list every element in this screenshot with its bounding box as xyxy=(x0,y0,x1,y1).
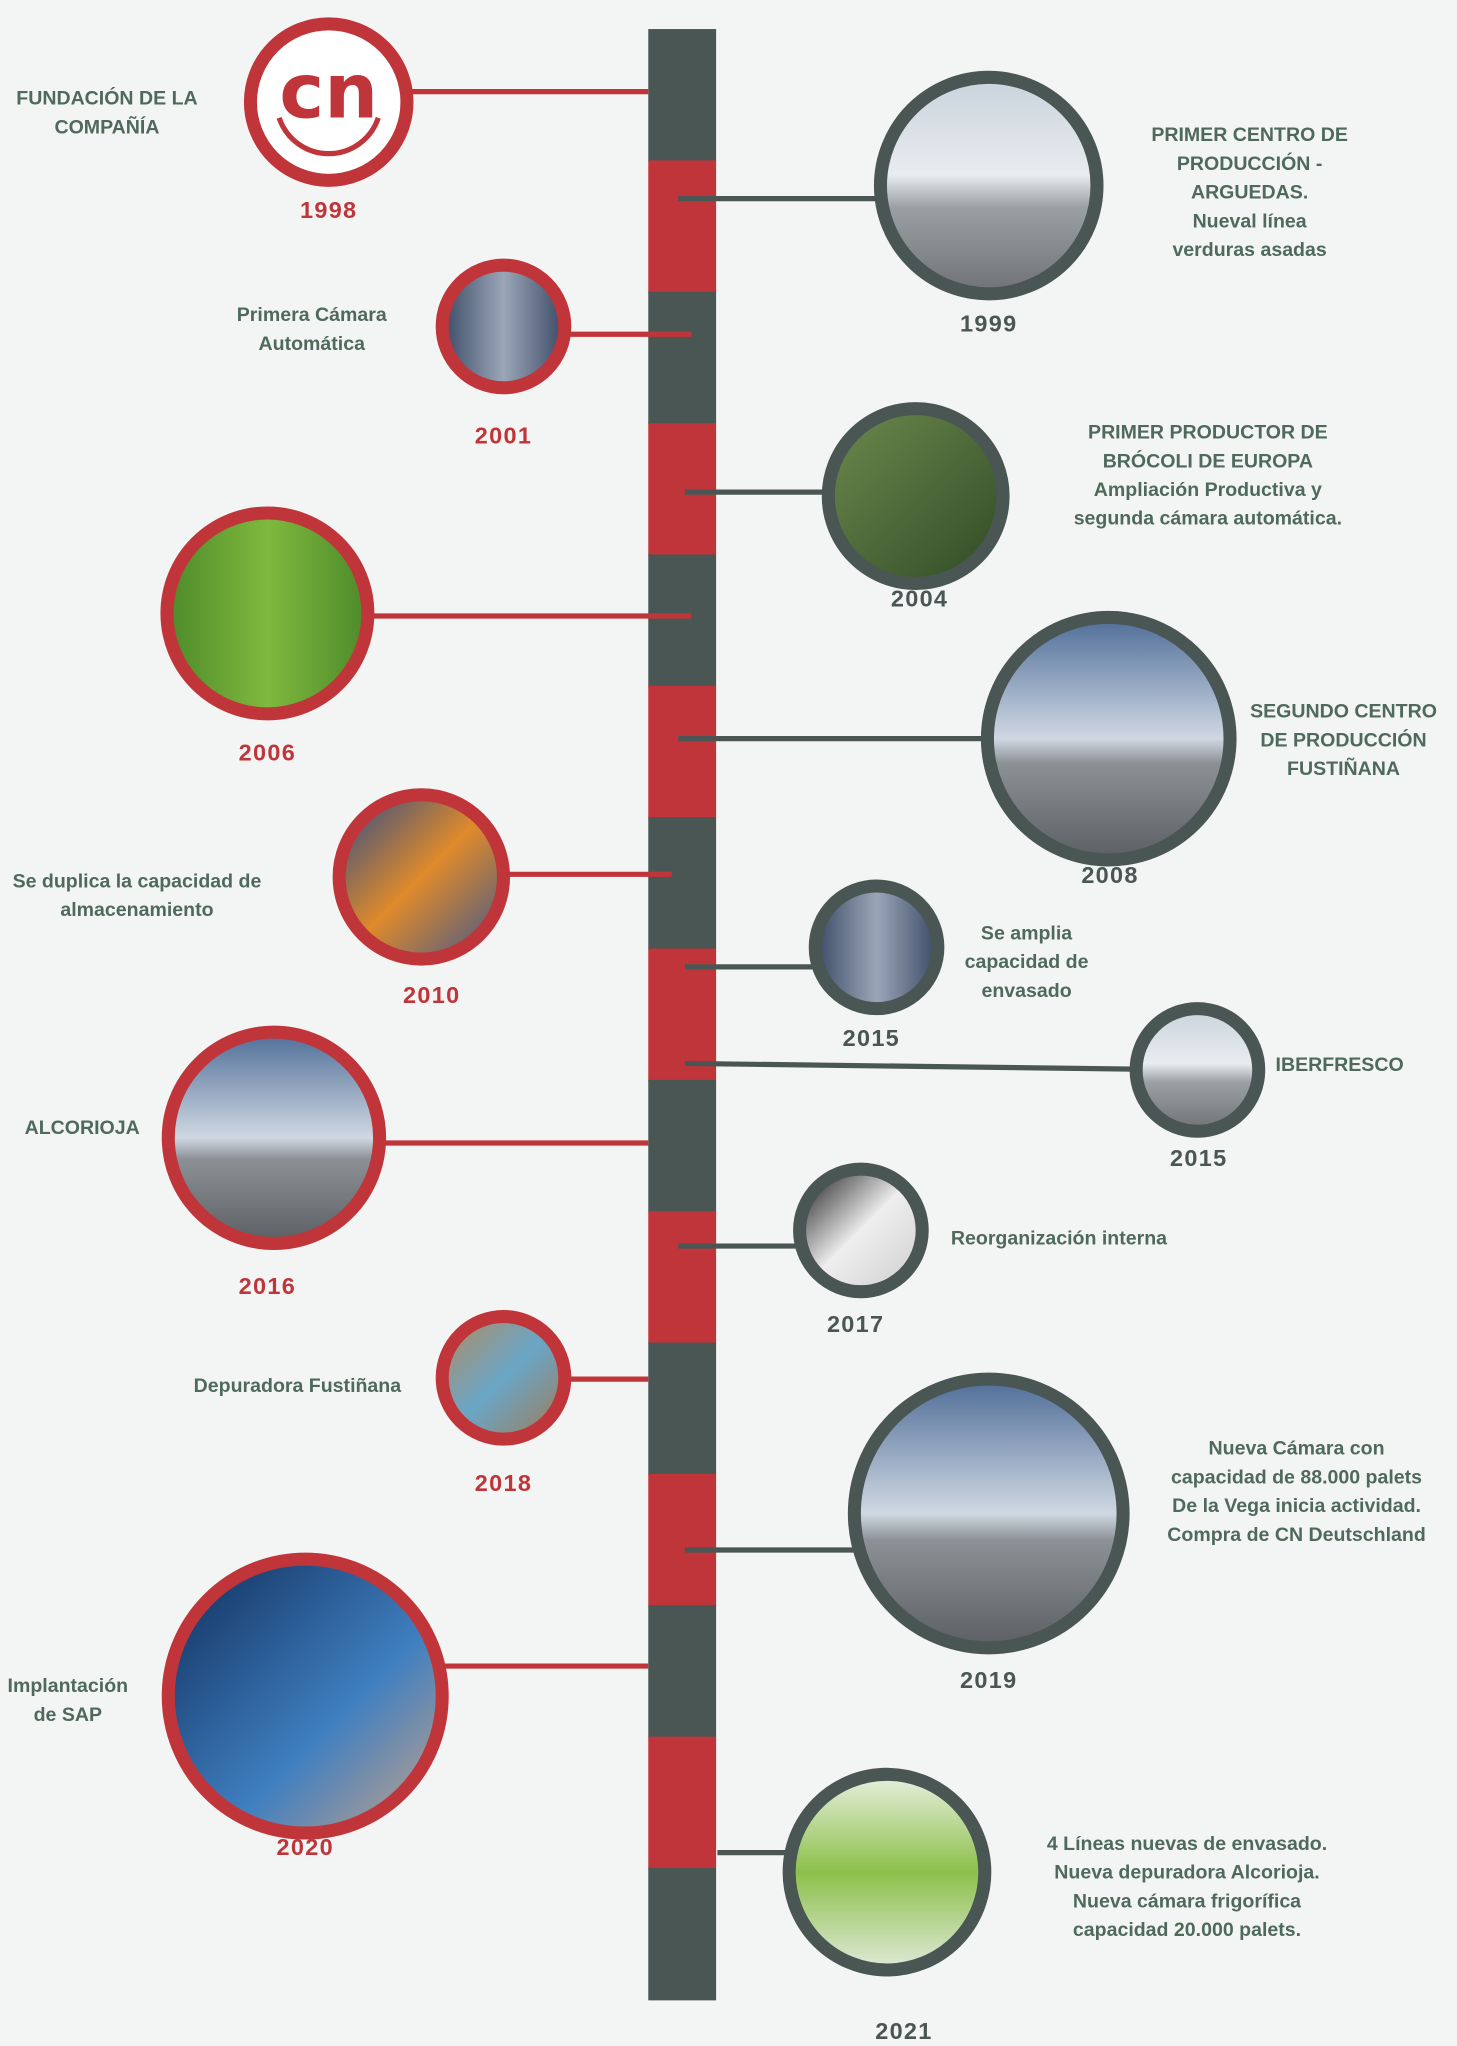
event-photo xyxy=(442,265,565,388)
event-text: Implantación xyxy=(8,1675,129,1697)
event-text: ARGUEDAS. xyxy=(1191,182,1308,204)
event-year: 1998 xyxy=(300,197,357,223)
event-text: envasado xyxy=(981,980,1071,1002)
event-text: ALCORIOJA xyxy=(25,1117,140,1139)
event-year: 1999 xyxy=(960,310,1017,336)
event-text: Se amplia xyxy=(981,922,1072,944)
event-text: 4 Líneas nuevas de envasado. xyxy=(1047,1833,1327,1855)
event-text: PRIMER PRODUCTOR DE xyxy=(1088,422,1328,444)
event-text: Ampliación Productiva y xyxy=(1094,479,1322,501)
event-text: verduras asadas xyxy=(1172,239,1326,261)
event-text: PRIMER CENTRO DE xyxy=(1151,124,1348,146)
event: 2016 ALCORIOJA xyxy=(25,1032,380,1299)
event: 2019 Nueva Cámara con capacidad de 88.000 … xyxy=(854,1379,1425,1693)
event-photo xyxy=(828,409,1003,584)
event-photo xyxy=(339,795,503,959)
event-text: Nueva depuradora Alcorioja. xyxy=(1054,1862,1319,1884)
event-year: 2020 xyxy=(277,1834,334,1860)
event-text: Compra de CN Deutschland xyxy=(1167,1524,1426,1546)
event: 2017 Reorganización interna xyxy=(800,1169,1168,1337)
event-text: FUNDACIÓN DE LA xyxy=(16,86,197,110)
events: cn 1998 FUNDACIÓN DE LA COMPAÑÍA 1999 PRIMER … xyxy=(8,24,1437,2044)
event: cn 1998 FUNDACIÓN DE LA COMPAÑÍA xyxy=(16,24,407,223)
event-photo xyxy=(854,1379,1123,1648)
bar-segment xyxy=(648,1605,716,1737)
event-year: 2021 xyxy=(875,2018,932,2044)
event-photo xyxy=(789,1774,985,1970)
event-text: COMPAÑÍA xyxy=(54,115,159,138)
event-text: capacidad de xyxy=(965,951,1089,973)
bar-segment xyxy=(648,1737,716,1869)
event-year: 2018 xyxy=(475,1470,532,1496)
event-photo xyxy=(168,1559,442,1833)
event-year: 2017 xyxy=(827,1311,884,1337)
bar-segment xyxy=(648,160,716,292)
event: 2010 Se duplica la capacidad de almacenami… xyxy=(13,795,504,1008)
event-year: 2006 xyxy=(239,739,296,765)
event-text: Automática xyxy=(259,333,366,355)
event-photo xyxy=(167,513,368,714)
event-text: Nueval línea xyxy=(1193,210,1307,232)
event: 2001 Primera Cámara Automática xyxy=(237,265,565,448)
event-photo xyxy=(987,617,1230,860)
event-text: Depuradora Fustiñana xyxy=(194,1375,402,1397)
event-photo xyxy=(442,1316,565,1439)
bar-segment xyxy=(648,817,716,949)
event-text: almacenamiento xyxy=(60,899,213,921)
event: 2015 Se amplia capacidad de envasado xyxy=(815,886,1088,1051)
event-text: De la Vega inicia actividad. xyxy=(1172,1495,1421,1517)
event-text: capacidad de 88.000 palets xyxy=(1171,1466,1422,1488)
event-text: segunda cámara automática. xyxy=(1074,508,1342,530)
event-year: 2015 xyxy=(1170,1145,1227,1171)
bar-segment xyxy=(648,1474,716,1606)
event: 2018 Depuradora Fustiñana xyxy=(194,1316,565,1495)
event-text: capacidad 20.000 palets. xyxy=(1073,1919,1301,1941)
event-text: BRÓCOLI DE EUROPA xyxy=(1103,448,1313,472)
event: 2021 4 Líneas nuevas de envasado. Nueva de… xyxy=(789,1774,1327,2043)
bar-segment xyxy=(648,1868,716,2000)
event-text: Nueva cámara frigorífica xyxy=(1073,1890,1301,1912)
event-text: DE PRODUCCIÓN xyxy=(1260,727,1426,751)
event-year: 2004 xyxy=(891,586,948,612)
event-year: 2016 xyxy=(239,1273,296,1299)
event-year: 2008 xyxy=(1081,862,1138,888)
event: 2004 PRIMER PRODUCTOR DE BRÓCOLI DE EUROPA… xyxy=(828,409,1342,612)
bar-segment xyxy=(648,686,716,818)
event-text: PRODUCCIÓN - xyxy=(1177,151,1323,175)
event-text: FUSTIÑANA xyxy=(1287,757,1400,780)
bar-segment xyxy=(648,423,716,555)
event: 1999 PRIMER CENTRO DE PRODUCCIÓN - ARGUEDAS… xyxy=(880,77,1347,336)
event-text: de SAP xyxy=(34,1704,102,1726)
event: 2015 IBERFRESCO xyxy=(1136,1009,1404,1172)
event-year: 2015 xyxy=(843,1025,900,1051)
event: 2020 Implantación de SAP xyxy=(8,1559,443,1860)
event-text: Reorganización interna xyxy=(951,1228,1167,1250)
event-photo xyxy=(168,1032,379,1243)
event-year: 2019 xyxy=(960,1667,1017,1693)
bar-segment xyxy=(648,1343,716,1475)
bar-segment xyxy=(648,29,716,161)
event: 2006 xyxy=(167,513,368,766)
event-text: Se duplica la capacidad de xyxy=(13,870,262,892)
timeline: cn 1998 FUNDACIÓN DE LA COMPAÑÍA 1999 PRIMER … xyxy=(0,0,1457,2046)
event-year: 2001 xyxy=(475,423,532,449)
bar-segment xyxy=(648,1211,716,1343)
event: 2008 SEGUNDO CENTRO DE PRODUCCIÓN FUSTIÑANA xyxy=(987,617,1436,888)
event-photo xyxy=(815,886,938,1009)
event-photo xyxy=(1136,1009,1259,1132)
event-text: SEGUNDO CENTRO xyxy=(1250,701,1437,723)
connector xyxy=(685,1063,1198,1070)
bar-segment xyxy=(648,292,716,424)
event-text: Nueva Cámara con xyxy=(1209,1438,1385,1460)
logo: cn xyxy=(279,47,378,135)
event-year: 2010 xyxy=(403,982,460,1008)
timeline-bar xyxy=(648,29,716,2000)
event-photo xyxy=(800,1169,923,1292)
event-text: IBERFRESCO xyxy=(1276,1054,1404,1076)
bar-segment xyxy=(648,1080,716,1212)
bar-segment xyxy=(648,554,716,686)
event-text: Primera Cámara xyxy=(237,304,387,326)
event-photo xyxy=(880,77,1097,294)
